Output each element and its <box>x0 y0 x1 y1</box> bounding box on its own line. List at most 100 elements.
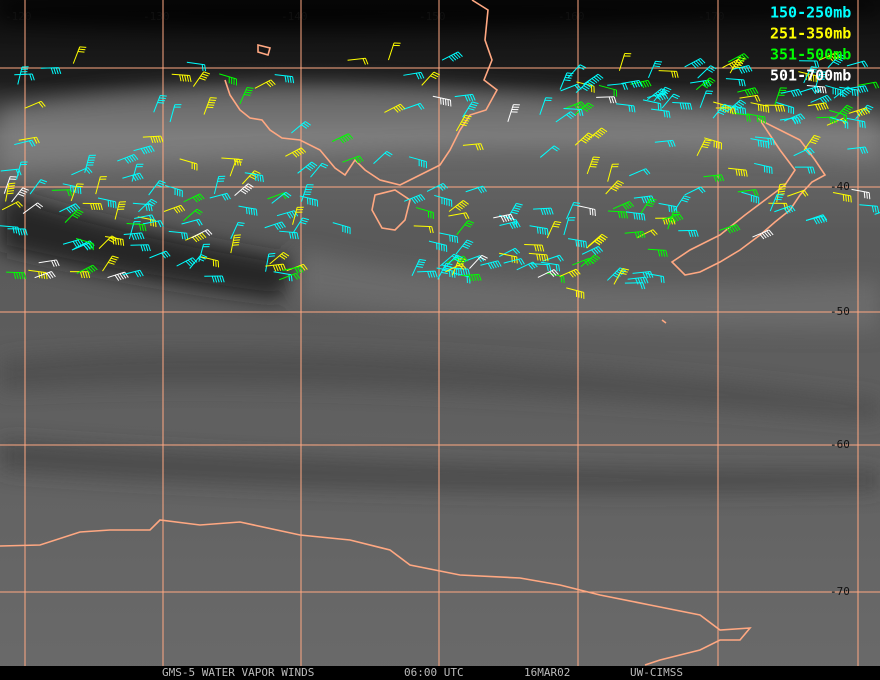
wind-barb <box>787 189 809 197</box>
wind-barb <box>605 180 624 195</box>
barb-flag <box>536 226 539 234</box>
barb-shaft <box>264 221 282 229</box>
wind-barb <box>672 101 693 110</box>
barb-flag <box>748 115 751 122</box>
barb-flag <box>221 194 227 201</box>
barb-flag <box>638 80 643 87</box>
barb-flag <box>465 241 472 246</box>
barb-flag <box>31 73 35 81</box>
barb-flag <box>462 119 470 122</box>
barb-shaft <box>629 168 647 177</box>
barb-shaft <box>480 260 499 266</box>
barb-flag <box>662 276 665 284</box>
wind-barb <box>213 175 226 195</box>
barb-flag <box>583 85 590 90</box>
barb-flag <box>565 74 573 77</box>
barb-flag <box>298 148 304 155</box>
barb-flag <box>586 258 592 265</box>
wind-barb <box>84 154 96 173</box>
barb-shaft <box>239 87 248 105</box>
barb-flag <box>294 232 297 240</box>
barb-shaft <box>704 137 722 144</box>
barb-flag <box>17 193 25 197</box>
wind-barb <box>737 87 759 97</box>
barb-flag <box>255 209 258 216</box>
wind-barb <box>794 166 816 174</box>
wind-barb <box>832 192 852 203</box>
barb-flag <box>858 109 863 116</box>
barb-flag <box>338 137 345 144</box>
barb-shaft <box>28 269 47 274</box>
wind-barb <box>169 104 182 123</box>
barb-flag <box>558 264 561 272</box>
wind-barb <box>408 156 427 169</box>
barb-shaft <box>34 271 52 279</box>
barb-flag <box>265 81 272 88</box>
barb-flag <box>788 206 794 213</box>
barb-flag <box>490 262 495 269</box>
barb-flag <box>862 147 866 154</box>
barb-flag <box>634 232 638 239</box>
barb-flag <box>679 102 683 110</box>
barb-shaft <box>51 189 70 191</box>
barb-flag <box>748 65 753 72</box>
wind-barb <box>559 268 581 278</box>
barb-shaft <box>209 192 228 199</box>
barb-flag <box>184 75 187 82</box>
barb-flag <box>503 215 507 222</box>
barb-flag <box>660 276 663 283</box>
barb-flag <box>287 76 290 83</box>
barb-shaft <box>126 222 145 226</box>
barb-shaft <box>816 116 835 119</box>
wind-barb <box>134 214 156 222</box>
barb-flag <box>754 87 759 94</box>
wind-barb <box>607 267 627 281</box>
wind-barb <box>874 212 880 215</box>
barb-flag <box>107 239 115 244</box>
footer-time: 06:00 UTC <box>404 666 464 679</box>
barb-flag <box>140 244 144 252</box>
barb-flag <box>622 204 628 210</box>
barb-flag <box>839 112 847 117</box>
barb-shaft <box>114 201 120 220</box>
wind-barb <box>859 204 880 213</box>
barb-flag <box>278 222 284 229</box>
coastlines <box>0 0 827 666</box>
wind-barb <box>598 84 618 97</box>
wind-barb <box>271 191 292 204</box>
barb-flag <box>637 231 641 239</box>
barb-flag <box>563 79 571 82</box>
barb-flag <box>746 114 749 122</box>
barb-flag <box>200 254 208 258</box>
barb-flag <box>843 89 850 95</box>
barb-flag <box>809 141 817 145</box>
barb-flag <box>671 95 679 100</box>
barb-shaft <box>3 176 11 194</box>
footer-bar <box>0 666 880 680</box>
barb-flag <box>760 140 762 148</box>
barb-shaft <box>347 57 366 61</box>
barb-flag <box>56 259 60 267</box>
barb-shaft <box>741 191 759 198</box>
barb-flag <box>646 196 650 203</box>
barb-flag <box>663 110 666 118</box>
barb-shaft <box>818 52 836 61</box>
barb-flag <box>151 198 158 203</box>
wind-barb <box>69 271 91 279</box>
barb-shaft <box>566 202 575 220</box>
barb-flag <box>693 230 697 237</box>
wind-barb <box>568 238 588 249</box>
barb-flag <box>624 83 629 90</box>
barb-flag <box>362 58 366 65</box>
wind-barb <box>746 113 766 124</box>
barb-flag <box>637 277 641 285</box>
barb-flag <box>294 267 299 274</box>
wind-barb <box>726 99 747 113</box>
barb-shaft <box>169 104 176 123</box>
barb-flag <box>797 114 803 121</box>
barb-flag <box>713 175 717 182</box>
wind-barb <box>38 259 60 267</box>
barb-flag <box>72 241 77 248</box>
barb-flag <box>73 212 81 217</box>
barb-shaft <box>274 74 293 78</box>
